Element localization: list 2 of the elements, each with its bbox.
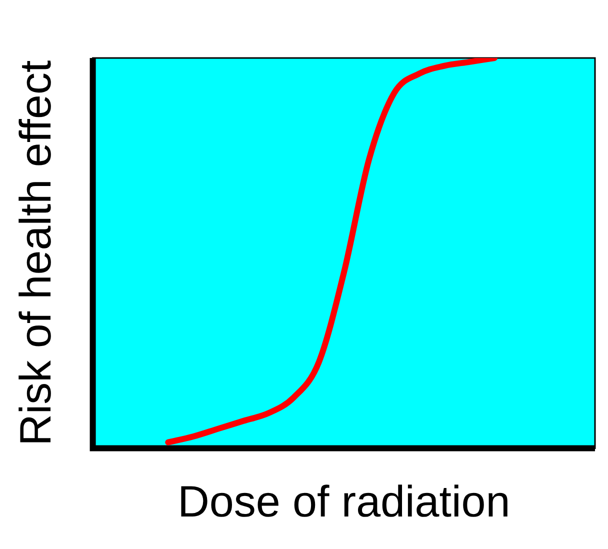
y-axis-title: Risk of health effect bbox=[12, 60, 61, 446]
x-axis-title: Dose of radiation bbox=[178, 478, 510, 527]
